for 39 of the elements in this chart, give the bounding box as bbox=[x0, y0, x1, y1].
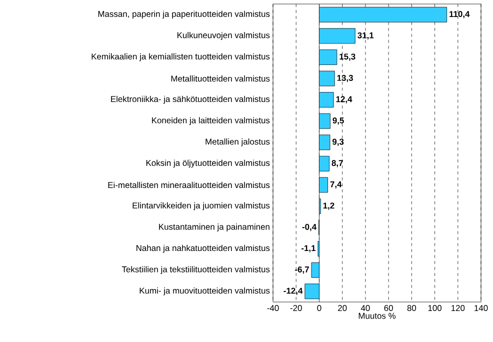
x-tick-label: 60 bbox=[384, 305, 393, 312]
x-axis-title: Muutos % bbox=[358, 312, 396, 319]
x-tick-label: -40 bbox=[267, 305, 279, 312]
y-tick-label: Tekstiilien ja tekstiilituotteiden valmistus bbox=[122, 266, 270, 274]
x-tick-label: 80 bbox=[407, 305, 416, 312]
y-tick-label: Kustantaminen ja painaminen bbox=[159, 224, 270, 232]
y-tick-label: Koksin ja öljytuotteiden valmistus bbox=[146, 160, 270, 168]
y-tick-label: Nahan ja nahkatuotteiden valmistus bbox=[136, 244, 270, 253]
data-label: -1,1 bbox=[301, 245, 316, 252]
x-tick-label: 20 bbox=[338, 305, 347, 312]
data-label: 13,3 bbox=[337, 74, 353, 82]
y-tick-label: Metallituotteiden valmistus bbox=[171, 75, 270, 82]
data-label: -0,4 bbox=[302, 224, 317, 232]
data-label: 12,4 bbox=[336, 96, 352, 104]
data-label: 1,2 bbox=[323, 202, 334, 210]
y-tick-label: Kemikaalien ja kemiallisten tuotteiden valmistus bbox=[92, 53, 270, 62]
x-tick-label: 140 bbox=[474, 305, 488, 312]
y-tick-label: Koneiden ja laitteiden valmistus bbox=[152, 117, 270, 126]
y-tick-label: Elektroniikka- ja sähkötuotteiden valmistus bbox=[111, 96, 270, 104]
x-tick-label: 100 bbox=[428, 305, 442, 312]
data-label: 15,3 bbox=[340, 54, 356, 61]
data-label: -12,4 bbox=[284, 288, 303, 295]
data-label: -6,7 bbox=[295, 266, 309, 274]
y-tick-label: Kumi- ja muovituotteiden valmistus bbox=[140, 287, 270, 296]
y-tick-label: Elintarvikkeiden ja juomien valmistus bbox=[132, 202, 270, 210]
x-tick-label: 0 bbox=[317, 305, 322, 312]
data-label: 7,4 bbox=[330, 181, 342, 188]
data-label: 31,1 bbox=[358, 32, 374, 40]
data-label: 9,5 bbox=[332, 117, 344, 125]
y-tick-label: Massan, paperin ja paperituotteiden valmistus bbox=[98, 10, 270, 19]
y-tick-label: Kulkuneuvojen valmistus bbox=[177, 32, 270, 40]
x-tick-label: -20 bbox=[290, 305, 302, 312]
y-tick-label: Metallien jalostus bbox=[206, 138, 270, 146]
data-label: 110,4 bbox=[450, 11, 470, 18]
y-tick-label: Ei-metallisten mineraalituotteiden valmistus bbox=[108, 182, 270, 188]
x-tick-label: 120 bbox=[451, 305, 465, 312]
x-tick-label: 40 bbox=[360, 305, 370, 312]
data-label: 9,3 bbox=[332, 138, 344, 146]
data-label: 8,7 bbox=[332, 160, 343, 168]
